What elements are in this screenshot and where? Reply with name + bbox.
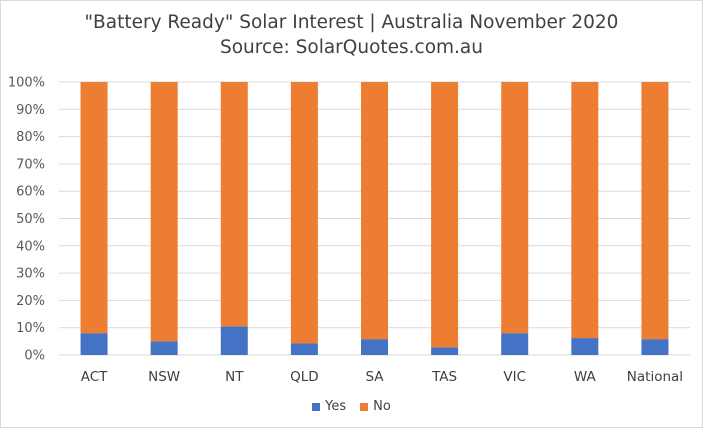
x-tick-label: ACT <box>81 369 108 385</box>
chart-subtitle: Source: SolarQuotes.com.au <box>219 37 483 58</box>
legend-label-no: No <box>373 399 391 414</box>
x-tick-label: SA <box>365 369 384 385</box>
x-tick-label: National <box>627 369 683 385</box>
bar-yes <box>361 339 388 355</box>
x-tick-label: NSW <box>148 369 180 385</box>
bar-no <box>220 82 248 327</box>
bar-no <box>361 82 388 340</box>
chart-title: "Battery Ready" Solar Interest | Austral… <box>84 12 619 33</box>
legend-label-yes: Yes <box>325 399 347 414</box>
bar-no <box>641 82 669 340</box>
bar-yes <box>641 339 669 355</box>
bar-no <box>571 82 599 339</box>
x-tick-label: WA <box>574 369 597 385</box>
bar-no <box>290 82 318 344</box>
bar-yes <box>150 341 178 355</box>
legend-swatch-yes <box>312 402 321 411</box>
y-tick-label: 70% <box>16 157 45 172</box>
bar-no <box>501 82 529 334</box>
y-tick-label: 40% <box>16 239 45 254</box>
bar-no <box>80 82 108 334</box>
bar-yes <box>220 326 248 355</box>
bar-yes <box>80 333 108 355</box>
y-tick-label: 0% <box>24 349 45 364</box>
legend: Yes No <box>1 399 702 414</box>
y-tick-label: 30% <box>16 267 45 282</box>
bar-yes <box>571 338 599 355</box>
x-tick-label: QLD <box>290 369 319 385</box>
x-tick-label: NT <box>225 369 244 385</box>
bar-no <box>431 82 459 348</box>
bar-yes <box>290 343 318 355</box>
bar-yes <box>501 333 529 355</box>
y-tick-label: 60% <box>16 185 45 200</box>
x-tick-label: TAS <box>431 369 457 385</box>
y-tick-label: 50% <box>16 212 45 227</box>
legend-item-yes: Yes <box>312 399 346 414</box>
y-tick-label: 100% <box>8 76 45 91</box>
y-tick-label: 10% <box>16 321 45 336</box>
legend-item-no: No <box>360 399 391 414</box>
y-tick-label: 80% <box>16 130 45 145</box>
bar-no <box>150 82 178 342</box>
x-tick-label: VIC <box>503 369 526 385</box>
y-tick-label: 90% <box>16 103 45 118</box>
legend-swatch-no <box>360 402 369 411</box>
y-tick-label: 20% <box>16 294 45 309</box>
bar-yes <box>431 347 459 355</box>
